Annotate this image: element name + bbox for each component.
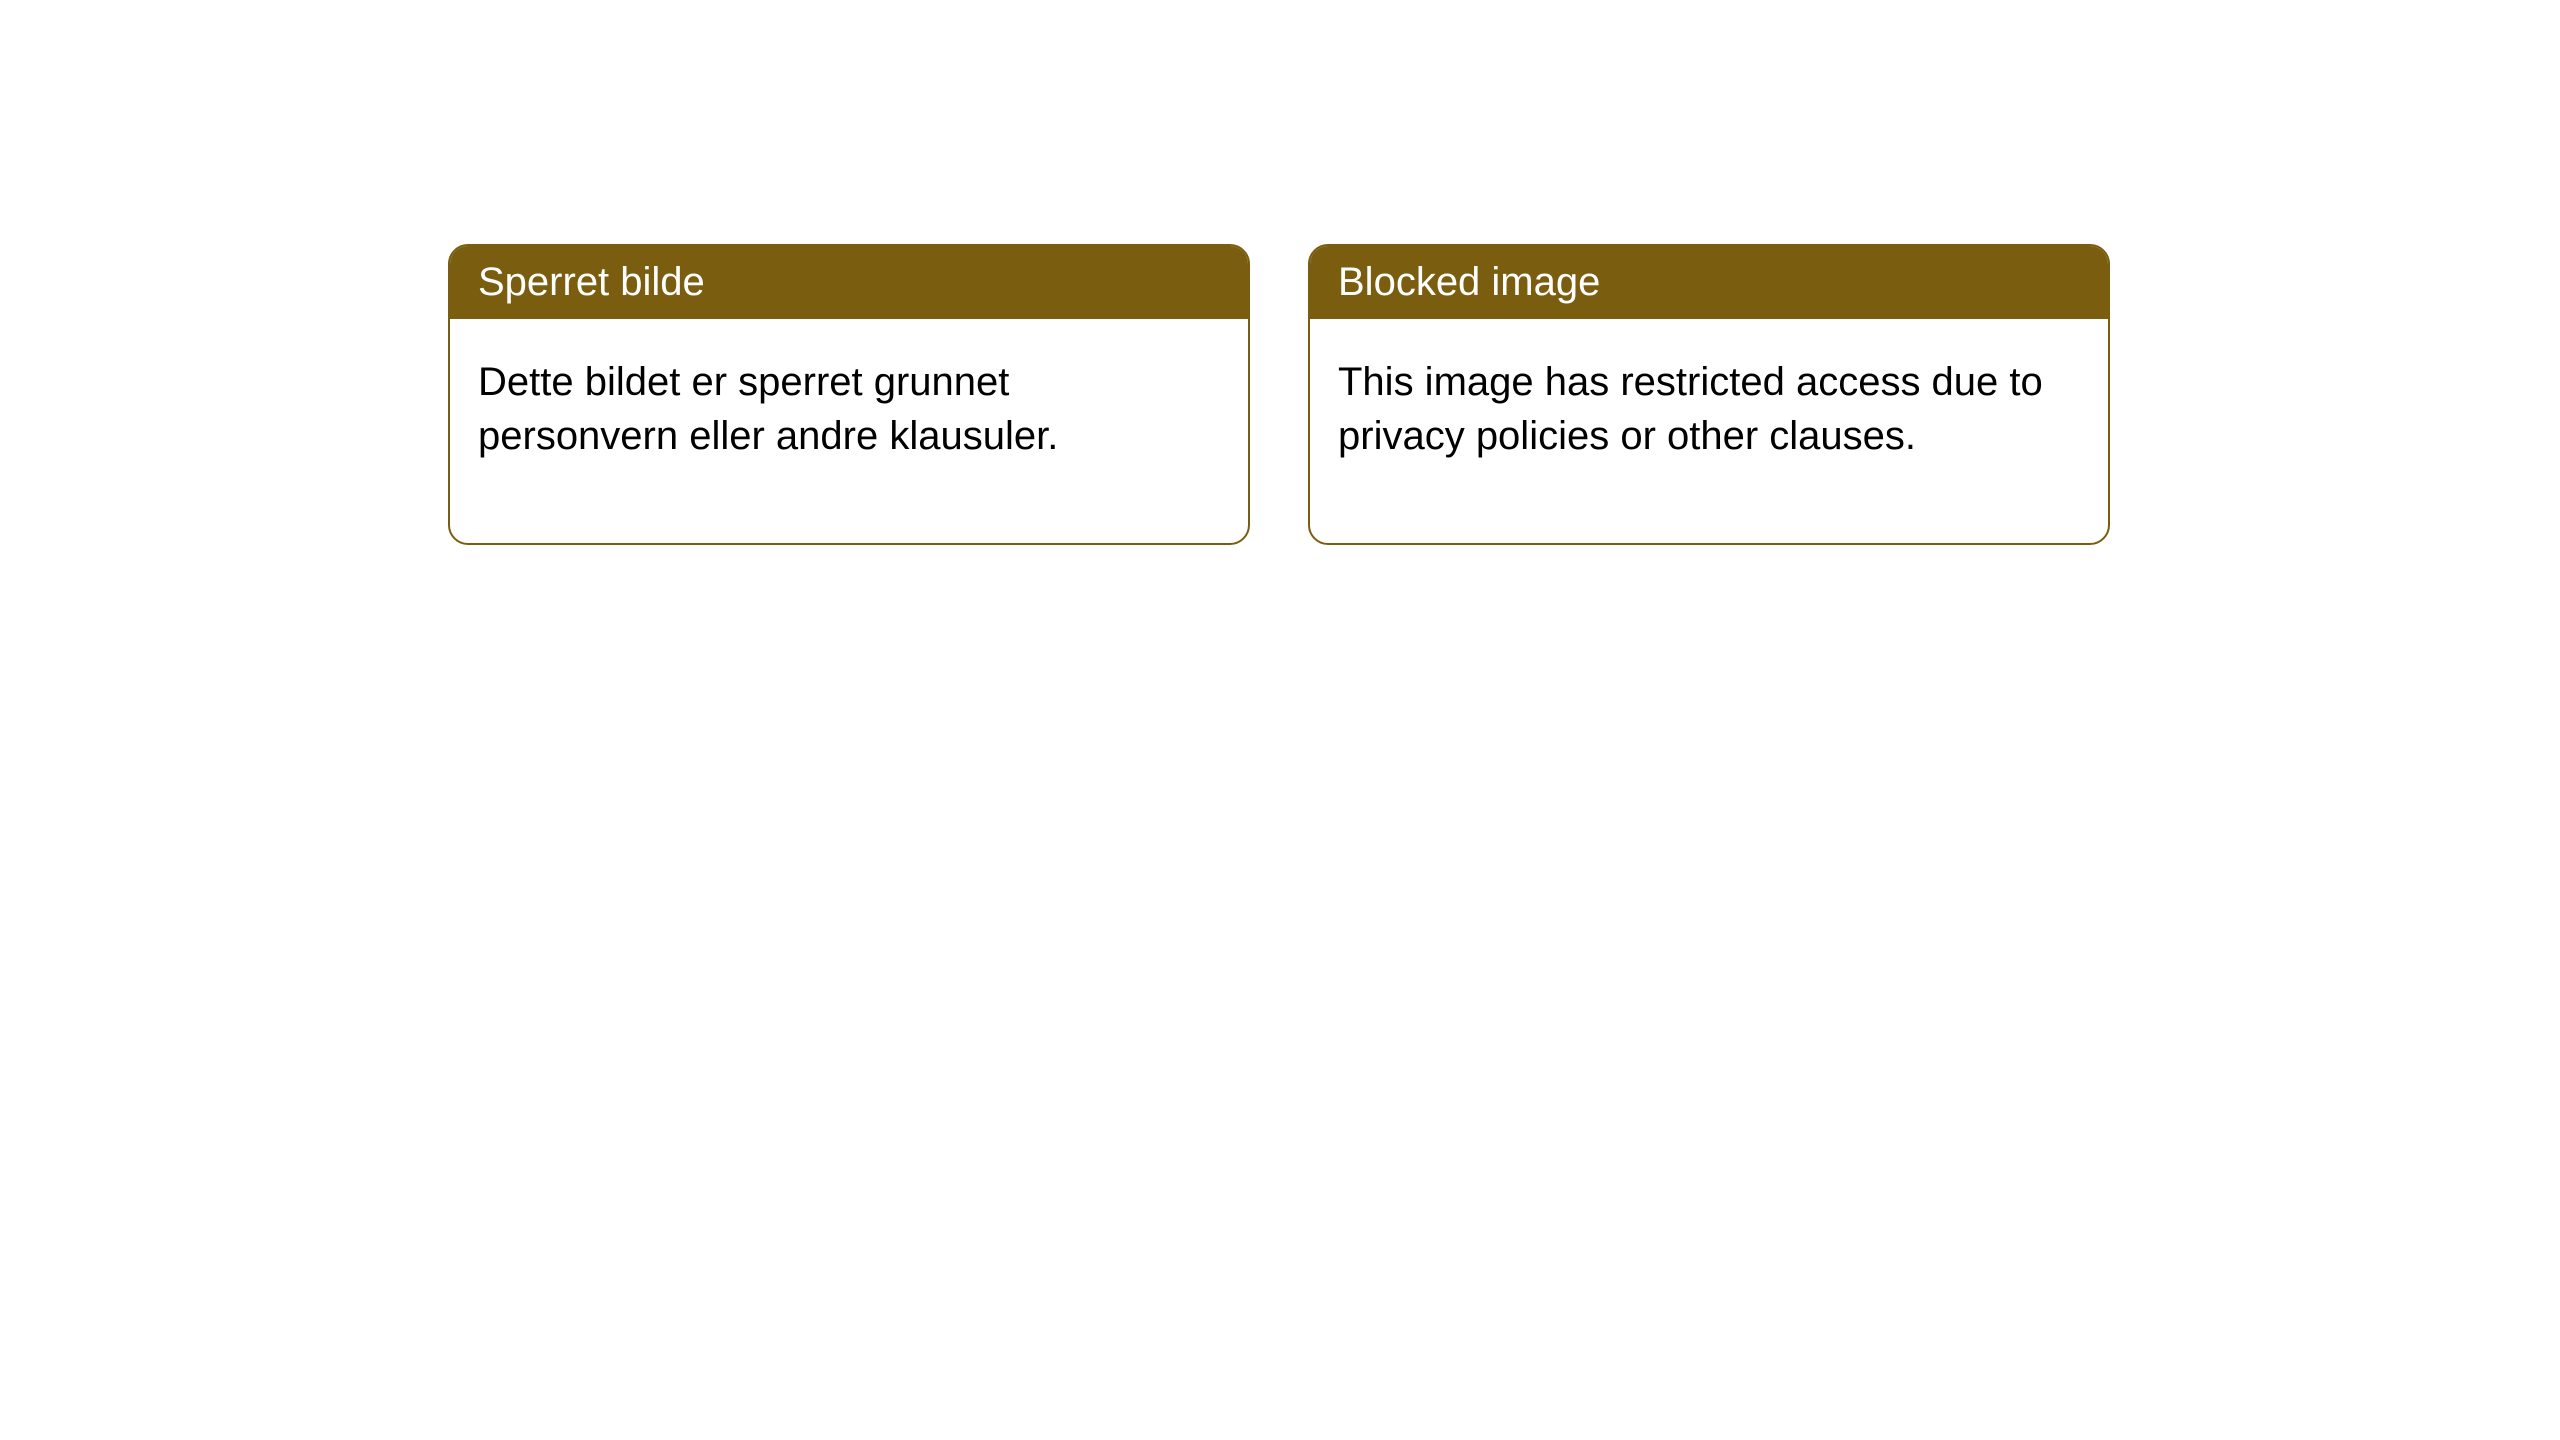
notice-card-english: Blocked image This image has restricted …	[1308, 244, 2110, 545]
notice-body-english: This image has restricted access due to …	[1310, 319, 2108, 543]
notice-container: Sperret bilde Dette bildet er sperret gr…	[448, 244, 2110, 545]
notice-header-norwegian: Sperret bilde	[450, 246, 1248, 319]
notice-card-norwegian: Sperret bilde Dette bildet er sperret gr…	[448, 244, 1250, 545]
notice-header-english: Blocked image	[1310, 246, 2108, 319]
notice-body-norwegian: Dette bildet er sperret grunnet personve…	[450, 319, 1248, 543]
